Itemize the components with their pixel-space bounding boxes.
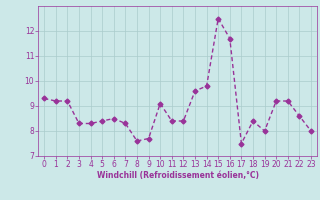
X-axis label: Windchill (Refroidissement éolien,°C): Windchill (Refroidissement éolien,°C) <box>97 171 259 180</box>
